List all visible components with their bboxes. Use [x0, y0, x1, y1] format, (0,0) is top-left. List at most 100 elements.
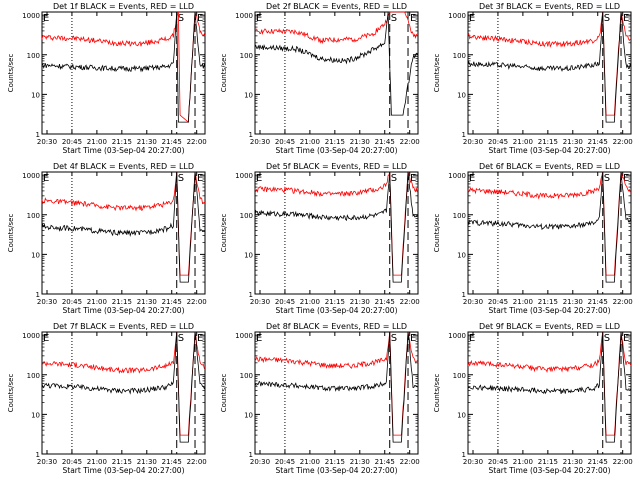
end-marker-label: E [197, 333, 203, 344]
panel-title: Det 9f BLACK = Events, RED = LLD [479, 322, 620, 331]
y-tick-label: 10 [244, 91, 253, 99]
start-marker-label: S [604, 333, 610, 344]
panel-det-5: Det 5f BLACK = Events, RED = LLD 1 10 100 10… [220, 162, 420, 315]
plot-frame [467, 331, 632, 455]
start-marker-label-left: E [469, 173, 475, 184]
start-marker-label: S [391, 173, 397, 184]
series-black [254, 11, 419, 116]
y-axis-label: Counts/sec [220, 214, 228, 253]
series-red [254, 171, 419, 276]
panel-det-7: Det 7f BLACK = Events, RED = LLD 1 10 100 10… [7, 322, 207, 475]
y-tick-label: 1000 [448, 12, 466, 20]
start-marker-label-left: E [256, 333, 262, 344]
end-marker-label: E [623, 333, 629, 344]
x-tick-label: 20:30 [463, 458, 483, 466]
series-red [467, 331, 632, 436]
end-marker-label: E [197, 173, 203, 184]
start-marker-label: S [604, 173, 610, 184]
x-axis-label: Start Time (03-Sep-04 20:27:00) [63, 466, 185, 475]
x-tick-label: 21:15 [538, 298, 558, 306]
y-tick-label: 10 [244, 251, 253, 259]
x-axis-label: Start Time (03-Sep-04 20:27:00) [63, 306, 185, 315]
x-tick-label: 21:45 [375, 138, 395, 146]
y-axis-label: Counts/sec [7, 374, 15, 413]
y-axis-label: Counts/sec [7, 214, 15, 253]
x-tick-label: 21:30 [350, 298, 370, 306]
x-tick-label: 20:45 [62, 458, 82, 466]
x-tick-label: 21:30 [350, 138, 370, 146]
start-marker-label: S [391, 333, 397, 344]
x-axis-label: Start Time (03-Sep-04 20:27:00) [63, 146, 185, 155]
x-tick-label: 21:00 [87, 138, 107, 146]
panel-det-2: Det 2f BLACK = Events, RED = LLD 1 10 100 10… [220, 2, 420, 155]
x-tick-label: 21:15 [112, 458, 132, 466]
plot-frame [41, 171, 206, 295]
x-tick-label: 21:15 [325, 138, 345, 146]
y-tick-label: 1 [462, 131, 466, 139]
y-tick-label: 1 [36, 451, 40, 459]
plot-frame [41, 331, 206, 455]
series-black [41, 331, 206, 443]
x-tick-label: 20:30 [37, 458, 57, 466]
x-tick-label: 20:45 [62, 298, 82, 306]
y-axis-label: Counts/sec [220, 374, 228, 413]
x-tick-label: 21:00 [300, 138, 320, 146]
x-tick-label: 22:00 [187, 458, 207, 466]
x-tick-label: 20:45 [488, 458, 508, 466]
x-tick-label: 21:30 [350, 458, 370, 466]
plot-frame [254, 11, 419, 135]
start-marker-label-left: E [256, 173, 262, 184]
x-tick-label: 21:00 [513, 138, 533, 146]
y-tick-label: 1 [36, 291, 40, 299]
x-tick-label: 20:45 [488, 138, 508, 146]
x-tick-label: 21:45 [588, 458, 608, 466]
y-tick-label: 100 [27, 212, 40, 220]
panel-det-6: Det 6f BLACK = Events, RED = LLD 1 10 100 10… [433, 162, 633, 315]
panel-title: Det 3f BLACK = Events, RED = LLD [479, 2, 620, 11]
x-tick-label: 20:45 [275, 458, 295, 466]
x-tick-label: 21:00 [513, 298, 533, 306]
x-tick-label: 21:15 [112, 138, 132, 146]
y-tick-label: 1000 [22, 332, 40, 340]
y-tick-label: 100 [27, 52, 40, 60]
x-tick-label: 22:00 [400, 138, 420, 146]
y-tick-label: 10 [31, 251, 40, 259]
panel-title: Det 5f BLACK = Events, RED = LLD [266, 162, 407, 171]
x-tick-label: 22:00 [187, 298, 207, 306]
panel-title: Det 2f BLACK = Events, RED = LLD [266, 2, 407, 11]
panel-title: Det 6f BLACK = Events, RED = LLD [479, 162, 620, 171]
panel-det-4: Det 4f BLACK = Events, RED = LLD 1 10 100 10… [7, 162, 207, 315]
start-marker-label-left: E [256, 13, 262, 24]
panel-title: Det 4f BLACK = Events, RED = LLD [53, 162, 194, 171]
y-tick-label: 10 [457, 251, 466, 259]
end-marker-label: E [197, 13, 203, 24]
series-red [254, 331, 419, 436]
x-tick-label: 22:00 [187, 138, 207, 146]
series-red [42, 331, 206, 436]
x-tick-label: 21:00 [300, 458, 320, 466]
plot-frame [467, 171, 632, 295]
x-tick-label: 21:00 [87, 458, 107, 466]
x-tick-label: 21:30 [563, 458, 583, 466]
x-axis-label: Start Time (03-Sep-04 20:27:00) [276, 146, 398, 155]
x-tick-label: 21:00 [300, 298, 320, 306]
plot-frame [254, 331, 419, 455]
x-tick-label: 20:30 [463, 298, 483, 306]
y-tick-label: 10 [31, 411, 40, 419]
x-tick-label: 21:30 [563, 138, 583, 146]
y-axis-label: Counts/sec [7, 54, 15, 93]
x-tick-label: 21:15 [325, 298, 345, 306]
y-tick-label: 100 [27, 372, 40, 380]
y-tick-label: 10 [31, 91, 40, 99]
x-axis-label: Start Time (03-Sep-04 20:27:00) [489, 146, 611, 155]
y-tick-label: 1000 [235, 172, 253, 180]
x-tick-label: 21:15 [112, 298, 132, 306]
y-tick-label: 1 [462, 451, 466, 459]
x-axis-label: Start Time (03-Sep-04 20:27:00) [276, 466, 398, 475]
series-red [41, 171, 206, 276]
y-tick-label: 1 [36, 131, 40, 139]
x-tick-label: 21:45 [162, 298, 182, 306]
x-tick-label: 21:15 [325, 458, 345, 466]
x-tick-label: 20:45 [488, 298, 508, 306]
